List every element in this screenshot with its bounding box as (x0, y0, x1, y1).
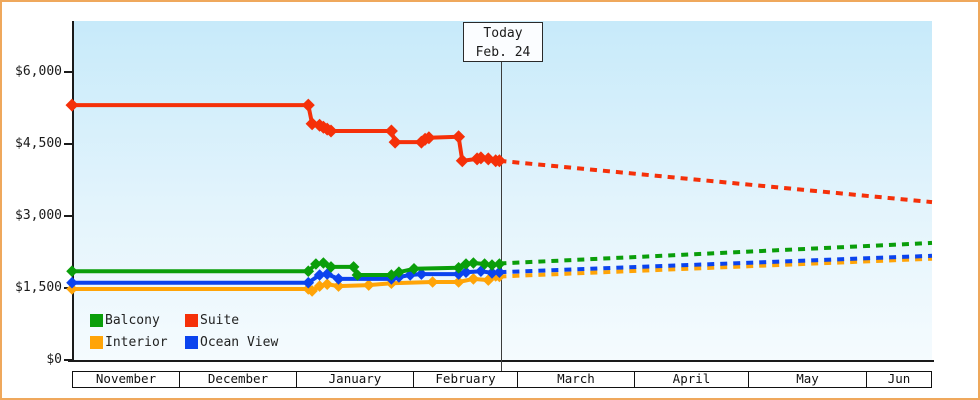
month-cell-november: November (73, 372, 180, 387)
y-axis-tick (64, 71, 73, 73)
legend-swatch-ocean-view (185, 336, 198, 349)
y-axis-tick (64, 359, 73, 361)
month-cell-march: March (518, 372, 635, 387)
chart-plot-area (74, 21, 932, 360)
today-marker-line (501, 26, 502, 372)
y-axis-tick-label: $1,500 (15, 280, 62, 295)
y-axis-tick (64, 215, 73, 217)
legend-swatch-balcony (90, 314, 103, 327)
month-cell-february: February (414, 372, 518, 387)
y-axis-tick-label: $0 (46, 352, 62, 367)
y-axis-tick (64, 143, 73, 145)
y-axis-tick (64, 287, 73, 289)
legend-label-ocean-view: Ocean View (200, 335, 279, 350)
month-cell-december: December (180, 372, 297, 387)
legend-item-suite: Suite (185, 313, 278, 328)
y-axis-tick-label: $3,000 (15, 208, 62, 223)
month-cell-april: April (635, 372, 749, 387)
legend-label-suite: Suite (200, 313, 240, 328)
legend-item-balcony: Balcony (90, 313, 185, 328)
legend-swatch-interior (90, 336, 103, 349)
month-cell-jun: Jun (887, 372, 911, 386)
y-axis-tick-label: $6,000 (15, 64, 62, 79)
y-axis-tick-label: $4,500 (15, 136, 62, 151)
today-marker-label: Today Feb. 24 (463, 22, 543, 62)
legend-item-interior: Interior (90, 335, 185, 350)
chart-legend: Balcony Suite Interior Ocean View (90, 313, 278, 350)
month-axis-band: November December January February March… (72, 371, 932, 388)
today-label-line1: Today (483, 26, 523, 41)
today-label-line2: Feb. 24 (475, 45, 531, 60)
legend-label-interior: Interior (105, 335, 168, 350)
legend-swatch-suite (185, 314, 198, 327)
legend-label-balcony: Balcony (105, 313, 160, 328)
month-cell-may: May (749, 372, 867, 387)
legend-item-ocean-view: Ocean View (185, 335, 278, 350)
y-axis (72, 21, 74, 362)
month-cell-january: January (297, 372, 414, 387)
